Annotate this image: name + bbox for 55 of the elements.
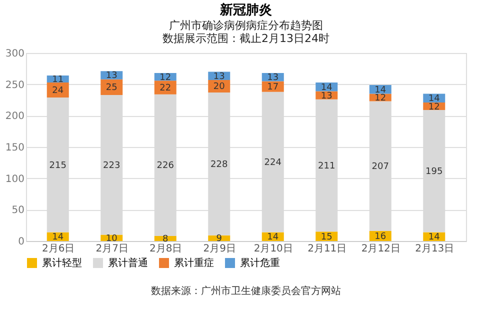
chart-subtitle: 广州市确诊病例病症分布趋势图 (169, 19, 323, 32)
y-tick-label: 150 (5, 142, 24, 154)
y-tick-label: 250 (5, 80, 24, 91)
data-label: 11 (52, 75, 64, 86)
data-label: 15 (320, 232, 332, 242)
chart-title: 新冠肺炎 (219, 2, 272, 18)
data-label: 14 (374, 85, 386, 96)
data-label: 16 (374, 232, 386, 242)
source-note: 数据来源：广州市卫生健康委员会官方网站 (151, 285, 341, 297)
data-label: 211 (318, 161, 336, 172)
data-label: 10 (106, 234, 118, 244)
data-label: 22 (160, 83, 172, 94)
data-label: 13 (320, 91, 332, 102)
data-label: 215 (49, 160, 66, 171)
data-label: 13 (267, 73, 279, 84)
legend-label: 累计危重 (240, 257, 280, 269)
legend-label: 累计重症 (174, 257, 214, 269)
data-label: 13 (213, 72, 225, 82)
y-tick-label: 200 (5, 111, 24, 122)
data-label: 14 (428, 94, 440, 104)
legend-label: 累计轻型 (42, 257, 82, 269)
x-tick-label: 2月10日 (254, 244, 293, 254)
y-tick-label: 0 (18, 236, 24, 248)
data-label: 12 (160, 72, 172, 83)
data-label: 14 (428, 232, 440, 243)
x-tick-label: 2月9日 (203, 244, 236, 254)
data-label: 24 (52, 86, 64, 96)
data-label: 12 (428, 102, 440, 112)
data-label: 228 (210, 160, 228, 170)
x-tick-label: 2月8日 (150, 244, 182, 254)
data-label: 226 (156, 161, 174, 172)
text: 数据展示范围：截止2月13日24时 (162, 32, 330, 45)
y-tick-label: 50 (12, 205, 24, 216)
data-label: 20 (213, 82, 226, 92)
data-label: 12 (374, 93, 386, 104)
x-tick-label: 2月7日 (96, 244, 128, 254)
y-tick-label: 300 (5, 48, 24, 60)
x-tick-label: 2月13日 (415, 244, 454, 254)
data-label: 25 (106, 83, 118, 94)
bar (154, 80, 176, 94)
legend-label: 累计普通 (108, 257, 148, 269)
data-label: 195 (426, 167, 443, 178)
x-tick-label: 2月6日 (42, 244, 75, 254)
data-label: 14 (320, 82, 333, 93)
y-tick-label: 100 (5, 174, 24, 185)
data-label: 13 (106, 71, 118, 82)
data-label: 224 (264, 158, 282, 168)
data-label: 207 (372, 162, 389, 172)
data-label: 17 (267, 82, 279, 93)
x-tick-label: 2月11日 (308, 244, 347, 254)
x-tick-label: 2月12日 (361, 244, 400, 254)
bar (262, 81, 284, 92)
data-label: 14 (52, 232, 64, 243)
data-label: 14 (267, 232, 279, 243)
data-label: 223 (103, 160, 120, 171)
